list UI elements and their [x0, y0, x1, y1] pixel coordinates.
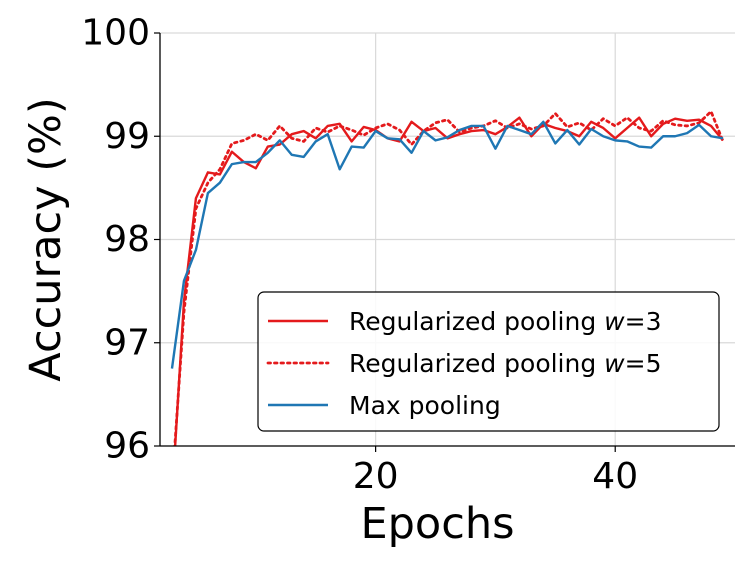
legend: Regularized pooling w=3 Regularized pooli…: [257, 291, 720, 432]
y-tick-label: 99: [104, 116, 150, 157]
grid: [160, 32, 735, 447]
legend-label-2: Regularized pooling w=5: [349, 349, 661, 378]
legend-box: [257, 291, 720, 432]
tick-labels: 96 97 98 99 100 20 40: [81, 13, 638, 498]
series-lines: [170, 110, 725, 446]
legend-label-3: Max pooling: [349, 391, 501, 420]
series-line-2: [173, 110, 725, 446]
x-tick-label: 20: [353, 456, 399, 497]
y-axis-title: Accuracy (%): [21, 97, 71, 381]
y-tick-label: 98: [104, 219, 150, 260]
y-tick-label: 97: [104, 322, 150, 363]
y-tick-label: 96: [104, 426, 150, 467]
x-axis-title: Epochs: [360, 499, 514, 549]
y-tick-label: 100: [81, 13, 150, 54]
legend-label-1: Regularized pooling w=3: [349, 307, 661, 336]
x-tick-label: 40: [592, 456, 638, 497]
series-line-3: [170, 120, 724, 369]
